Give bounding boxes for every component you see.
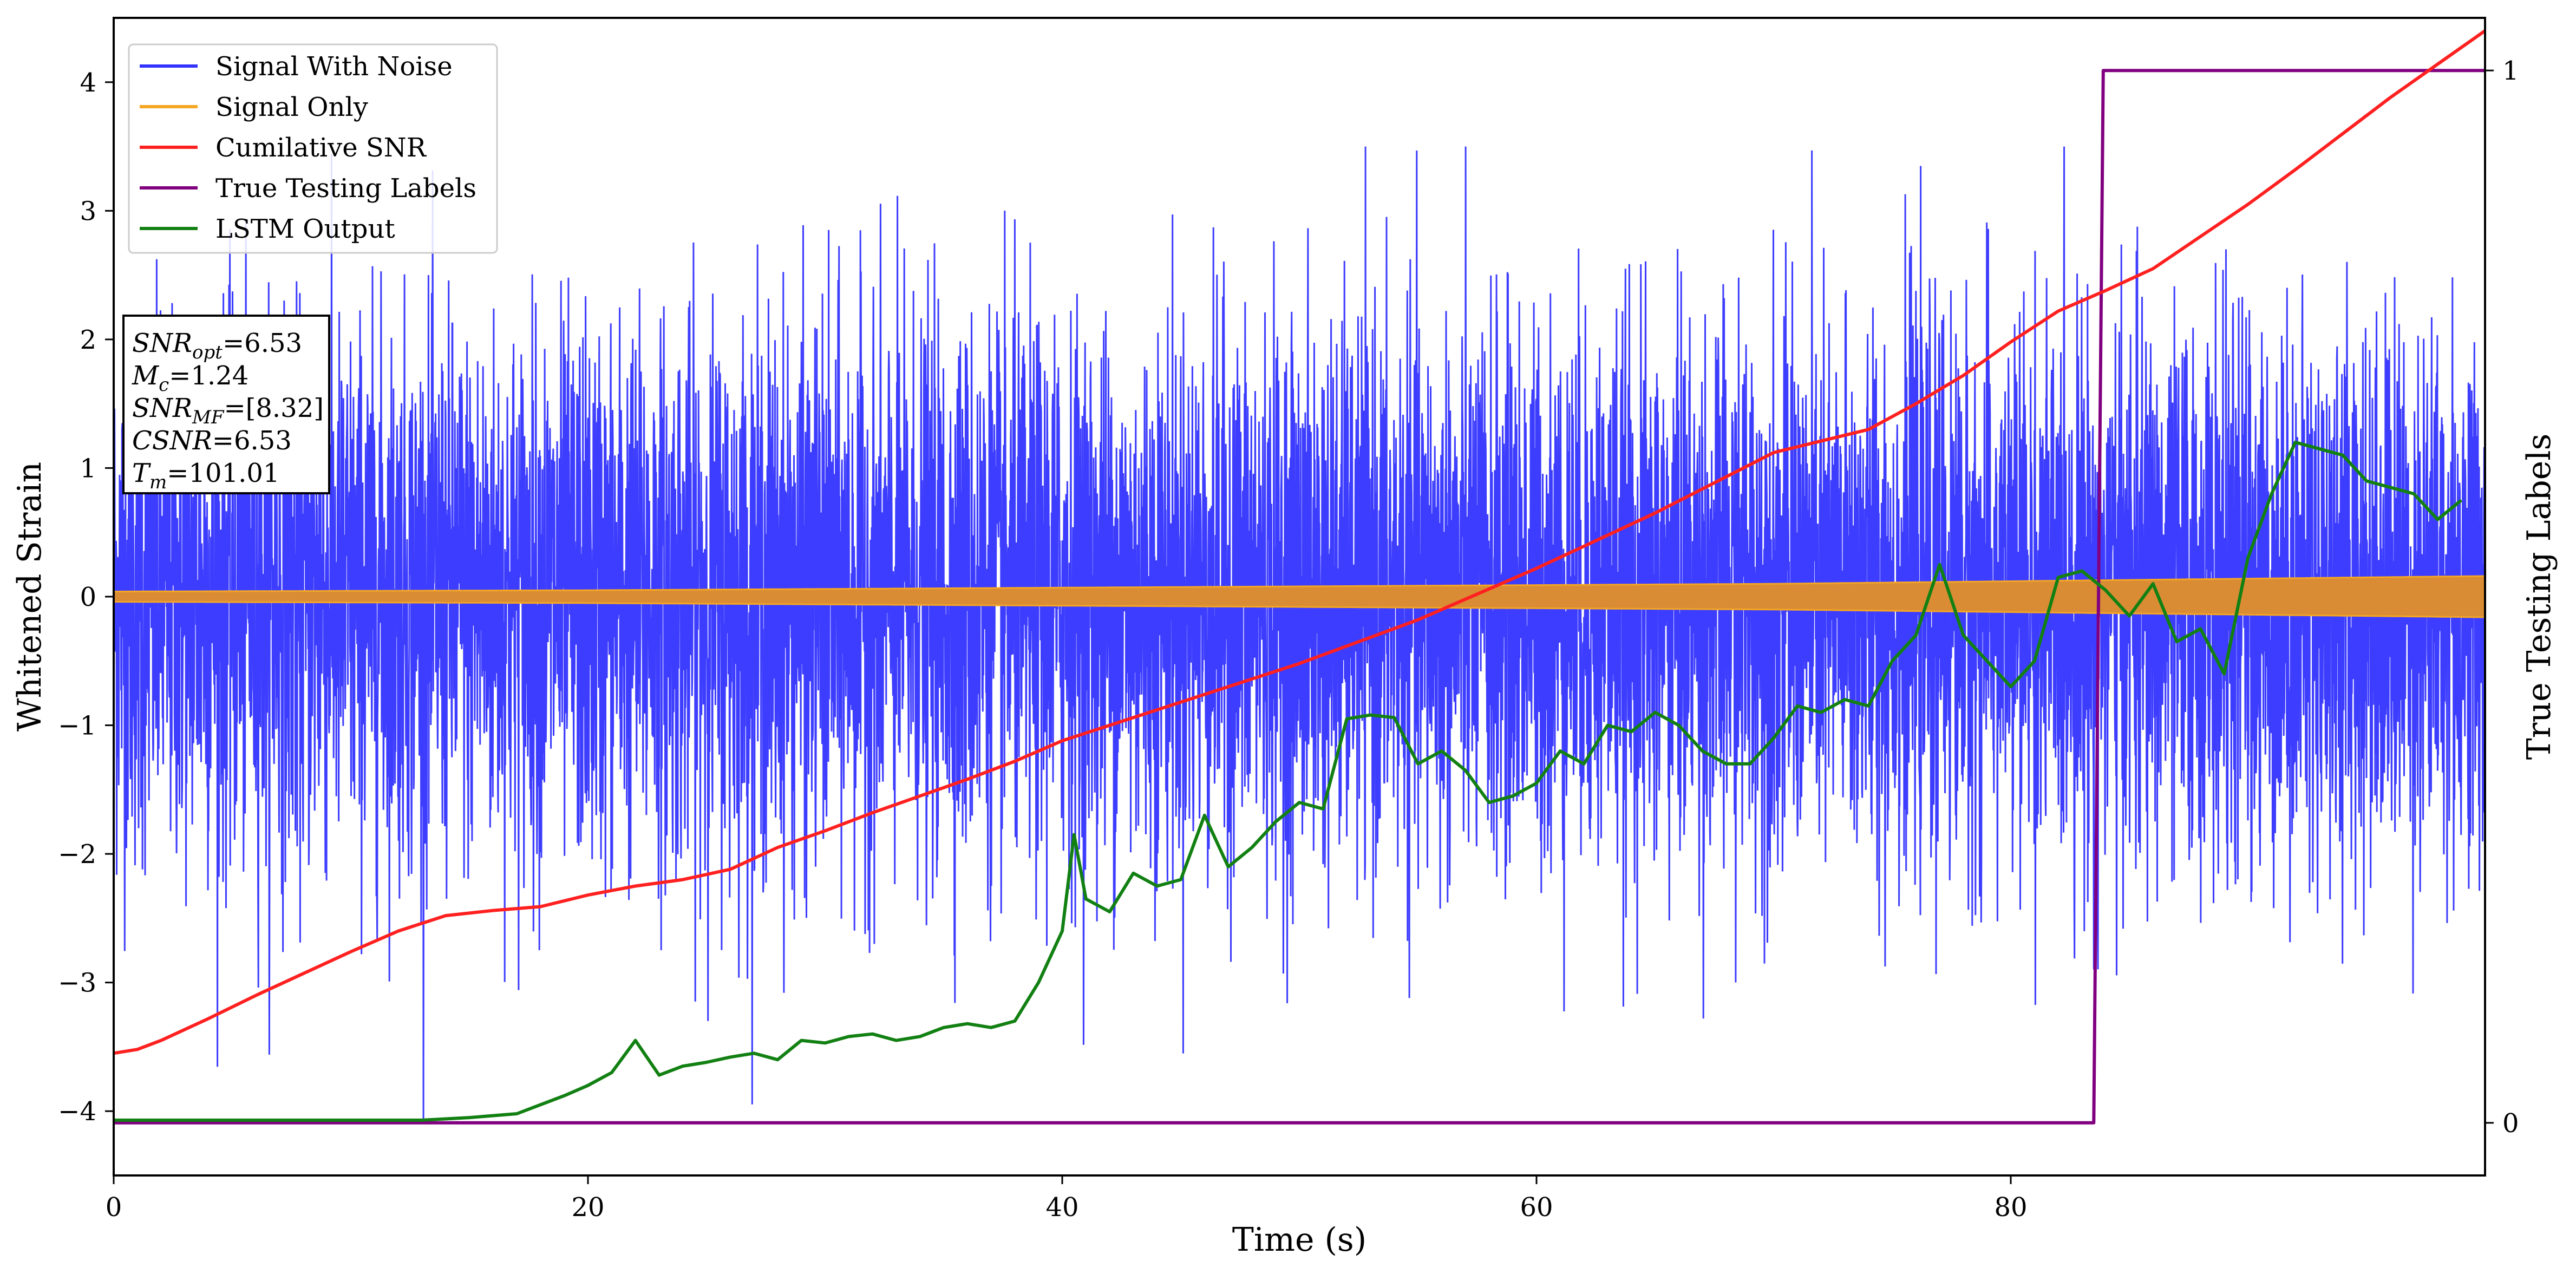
series-cumilative-snr: [114, 29, 2485, 1055]
plot-area: [113, 17, 2486, 1177]
annotation-line: Tm=101.01: [132, 458, 279, 493]
series-signal-only: [114, 575, 2485, 618]
annotation-line: CSNR=6.53: [132, 426, 292, 456]
annotation-line: SNRMF=[8.32]: [132, 393, 324, 428]
y-tick-label: 0: [80, 582, 96, 612]
x-tick-label: 20: [571, 1192, 604, 1223]
x-axis: 0 20 40 60 80: [106, 1175, 2028, 1223]
y-tick-label: 3: [80, 196, 96, 226]
y-tick-label: −2: [58, 839, 96, 870]
annotation-frame: [122, 315, 330, 494]
annotation-box: SNRopt=6.53Mc=1.24SNRMF=[8.32]CSNR=6.53T…: [122, 315, 330, 494]
y-tick-label: −4: [58, 1096, 96, 1127]
x-tick-label: 80: [1994, 1192, 2027, 1223]
y-tick-label: −3: [58, 968, 96, 998]
y2-axis-label: True Testing Labels: [2520, 434, 2558, 760]
legend-frame: [128, 43, 498, 254]
legend-label: Signal With Noise: [215, 51, 453, 82]
x-tick-label: 60: [1520, 1192, 1553, 1223]
series-lstm-output: [114, 440, 2463, 1122]
legend: Signal With Noise Signal Only Cumilative S…: [128, 43, 498, 254]
legend-label: Signal Only: [215, 92, 368, 122]
y-tick-label: 1: [80, 453, 96, 484]
y2-tick-label: 1: [2502, 56, 2519, 86]
y-tick-label: 2: [80, 325, 96, 355]
legend-label: LSTM Output: [215, 214, 395, 244]
annotation-line: Mc=1.24: [132, 361, 249, 396]
annotation-line: SNRopt=6.53: [132, 328, 302, 363]
x-tick-label: 40: [1045, 1192, 1078, 1223]
x-axis-label: Time (s): [1232, 1221, 1367, 1259]
series-true-testing-labels: [114, 69, 2485, 1125]
y2-axis: 01: [2485, 56, 2519, 1139]
x-tick-label: 0: [106, 1192, 122, 1223]
legend-label: True Testing Labels: [215, 173, 476, 204]
legend-label: Cumilative SNR: [215, 133, 427, 163]
y-axis: −4 −3 −2 −1 0 1 2 3 4: [58, 68, 114, 1127]
y-axis-label: Whitened Strain: [11, 462, 49, 731]
y-tick-label: −1: [58, 711, 96, 741]
y-tick-label: 4: [80, 68, 96, 98]
y2-tick-label: 0: [2502, 1108, 2519, 1139]
series-layer: [114, 29, 2485, 1125]
